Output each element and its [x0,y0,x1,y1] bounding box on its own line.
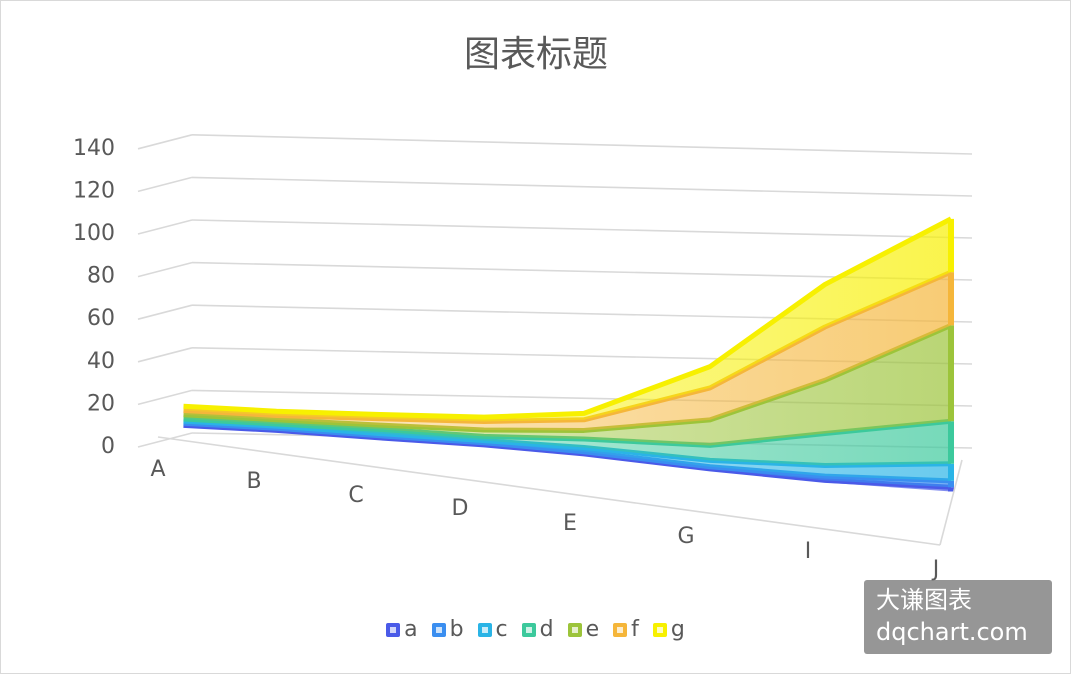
ytick-label-1: 20 [87,391,115,416]
ytick-label-7: 140 [73,136,115,161]
legend-swatch-a [386,622,401,637]
ytick-label-5: 100 [73,221,115,246]
x-axis-ticks: A B C D E G I J [150,457,939,582]
watermark-line2: dqchart.com [876,618,1028,646]
gridline-side-7 [137,134,193,150]
ytick-label-0: 0 [101,434,115,459]
chart-title: 图表标题 [464,34,608,75]
gridline-side-2 [137,347,193,363]
x-axis-floor [157,436,963,546]
area-e [183,325,951,446]
gridline-side-4 [137,261,193,278]
legend-label-f: f [631,617,639,642]
xtick-label-G: G [677,524,694,549]
legend-item-f: f [613,617,639,642]
watermark-line1: 大谦图表 [876,586,972,614]
legend-item-b: b [431,617,464,642]
legend-label-a: a [404,617,418,642]
legend-label-c: c [495,617,508,642]
xtick-label-D: D [452,496,469,521]
legend-label-d: d [539,617,554,642]
x-axis-line [157,436,941,546]
legend-swatch-g [652,622,667,637]
legend-item-g: g [652,617,685,642]
ytick-label-6: 120 [73,178,115,203]
xtick-label-B: B [246,469,261,494]
xtick-label-J: J [931,557,940,582]
legend-item-a: a [386,617,418,642]
area-g [183,218,951,422]
xtick-label-C: C [348,483,363,508]
watermark: 大谦图表 dqchart.com [864,580,1052,654]
gridline-7 [191,134,973,155]
gridline-5 [191,219,973,239]
gridline-side-6 [137,176,193,193]
gridline-side-1 [137,389,193,406]
area-series [183,216,954,492]
legend-label-b: b [449,617,464,642]
legend: a b c d e f g [0,617,1071,642]
gridline-side-3 [137,304,193,320]
legend-swatch-f [613,622,628,637]
series-line-g [183,216,953,420]
x-axis-depth [939,459,963,546]
y-axis-ticks: 0 20 40 60 80 100 120 140 [73,136,115,459]
ytick-label-4: 80 [87,264,115,289]
area-f [183,272,951,431]
gridline-side-0 [137,432,193,448]
ytick-label-3: 60 [87,306,115,331]
legend-item-d: d [521,617,554,642]
legend-item-c: c [477,617,508,642]
ytick-label-2: 40 [87,349,115,374]
legend-label-e: e [585,617,600,642]
xtick-label-A: A [150,457,165,482]
gridline-6 [191,176,973,197]
legend-swatch-c [477,622,492,637]
xtick-label-I: I [805,539,812,564]
legend-swatch-e [567,622,582,637]
area-c [183,421,951,481]
xtick-label-E: E [563,511,577,536]
legend-swatch-b [431,622,446,637]
legend-label-g: g [670,617,685,642]
gridline-side-5 [137,219,193,235]
legend-swatch-d [521,622,536,637]
legend-item-e: e [567,617,600,642]
